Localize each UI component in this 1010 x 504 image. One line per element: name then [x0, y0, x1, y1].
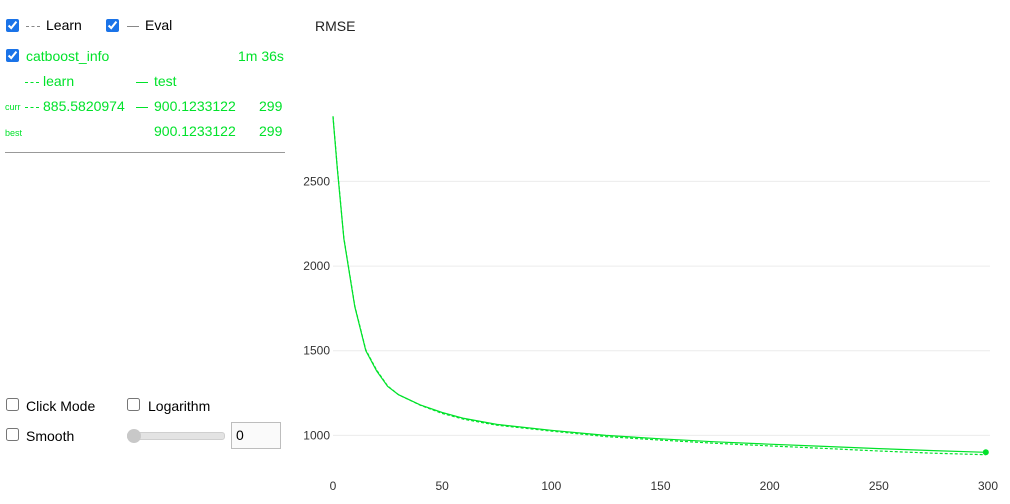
x-tick-label: 150	[650, 479, 670, 493]
curr-test: 900.1233122	[136, 98, 236, 114]
click-mode-label: Click Mode	[26, 398, 96, 414]
learn-column-header: learn	[25, 73, 74, 89]
curr-iteration: 299	[259, 98, 283, 114]
eval-legend: Eval	[127, 17, 172, 33]
y-tick-label: 2000	[303, 259, 330, 273]
run-checkbox[interactable]	[6, 49, 19, 62]
x-tick-label: 100	[541, 479, 561, 493]
learn-legend-checkbox[interactable]	[6, 19, 19, 32]
test-column-header: test	[136, 73, 177, 89]
run-time: 1m 36s	[238, 48, 284, 64]
eval-legend-label: Eval	[145, 17, 173, 33]
x-tick-label: 200	[760, 479, 780, 493]
eval-legend-checkbox[interactable]	[106, 19, 119, 32]
grid-lines	[333, 180, 990, 436]
series-end-point	[982, 449, 989, 456]
logarithm-checkbox[interactable]	[127, 398, 140, 411]
curr-test-value: 900.1233122	[154, 98, 236, 114]
smooth-checkbox[interactable]	[6, 428, 19, 441]
dashed-line-icon	[26, 25, 40, 27]
learn-legend-label: Learn	[46, 17, 82, 33]
rmse-chart[interactable]: RMSE 1000 1500 2000 2500 0 50 100 150 200 250 300	[290, 0, 1010, 504]
series-line-learn	[332, 116, 986, 456]
learn-column-label: learn	[43, 73, 75, 89]
x-tick-label: 0	[330, 479, 337, 493]
y-tick-label: 2500	[303, 174, 330, 188]
x-tick-labels: 0 50 100 150 200 250 300	[330, 479, 999, 493]
dashed-line-icon	[25, 106, 39, 108]
best-iteration: 299	[259, 123, 283, 139]
x-tick-label: 250	[869, 479, 889, 493]
click-mode-checkbox[interactable]	[6, 398, 19, 411]
y-tick-label: 1000	[303, 428, 330, 442]
solid-line-icon	[136, 81, 148, 83]
solid-line-icon	[136, 106, 148, 108]
curr-label: curr	[5, 102, 21, 112]
x-tick-label: 50	[435, 479, 449, 493]
series-lines	[332, 116, 989, 456]
test-column-label: test	[154, 73, 177, 89]
logarithm-label: Logarithm	[148, 398, 211, 414]
solid-line-icon	[127, 25, 139, 27]
dashed-line-icon	[25, 81, 39, 83]
run-name[interactable]: catboost_info	[26, 48, 110, 64]
smooth-value-input[interactable]: 0	[231, 422, 281, 449]
chart-title: RMSE	[315, 18, 355, 34]
divider	[5, 152, 285, 153]
best-label: best	[5, 128, 23, 138]
series-line-test	[332, 117, 986, 453]
y-tick-label: 1500	[303, 344, 330, 358]
smooth-label: Smooth	[26, 428, 75, 444]
smooth-slider[interactable]	[127, 428, 225, 444]
slider-track	[127, 432, 225, 440]
curr-learn: 885.5820974	[25, 98, 125, 114]
best-test-value: 900.1233122	[154, 123, 236, 139]
curr-learn-value: 885.5820974	[43, 98, 125, 114]
y-tick-labels: 1000 1500 2000 2500	[303, 174, 330, 442]
learn-legend: Learn	[26, 17, 82, 33]
slider-thumb[interactable]	[127, 429, 141, 443]
x-tick-label: 300	[978, 479, 998, 493]
